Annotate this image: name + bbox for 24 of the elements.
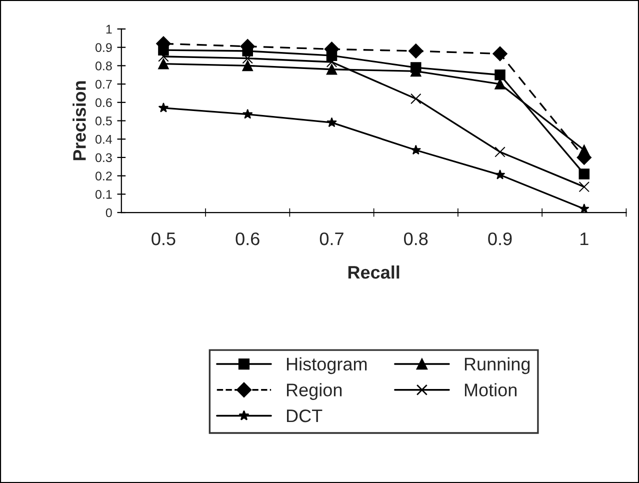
legend-label: DCT <box>286 409 322 422</box>
y-tick-label: 1 <box>106 24 112 34</box>
legend-label: Motion <box>464 383 516 396</box>
y-tick-label: 0.4 <box>95 134 112 144</box>
y-tick-label: 0.7 <box>95 80 112 89</box>
y-tick-label: 0.2 <box>95 172 112 180</box>
x-tick-label: 0.5 <box>152 232 176 246</box>
legend-label: Running <box>464 357 530 374</box>
x-axis-title: Recall <box>348 265 400 279</box>
y-tick-label: 0.9 <box>95 43 112 52</box>
y-tick-label: 0.3 <box>95 153 112 162</box>
x-tick-label: 1 <box>580 232 588 246</box>
y-tick-label: 0.6 <box>95 98 112 108</box>
y-axis-title: Precision <box>72 81 86 160</box>
y-tick-label: 0.1 <box>95 190 112 199</box>
y-tick-label: 0.5 <box>95 116 112 126</box>
x-tick-label: 0.9 <box>488 232 512 246</box>
y-tick-label: 0.8 <box>95 61 112 70</box>
x-tick-label: 0.7 <box>320 232 344 246</box>
y-tick-label: 0 <box>106 208 112 218</box>
legend-label: Region <box>286 383 342 400</box>
x-tick-label: 0.8 <box>404 232 428 246</box>
x-tick-label: 0.6 <box>236 232 260 246</box>
legend-label: Histogram <box>286 357 367 374</box>
